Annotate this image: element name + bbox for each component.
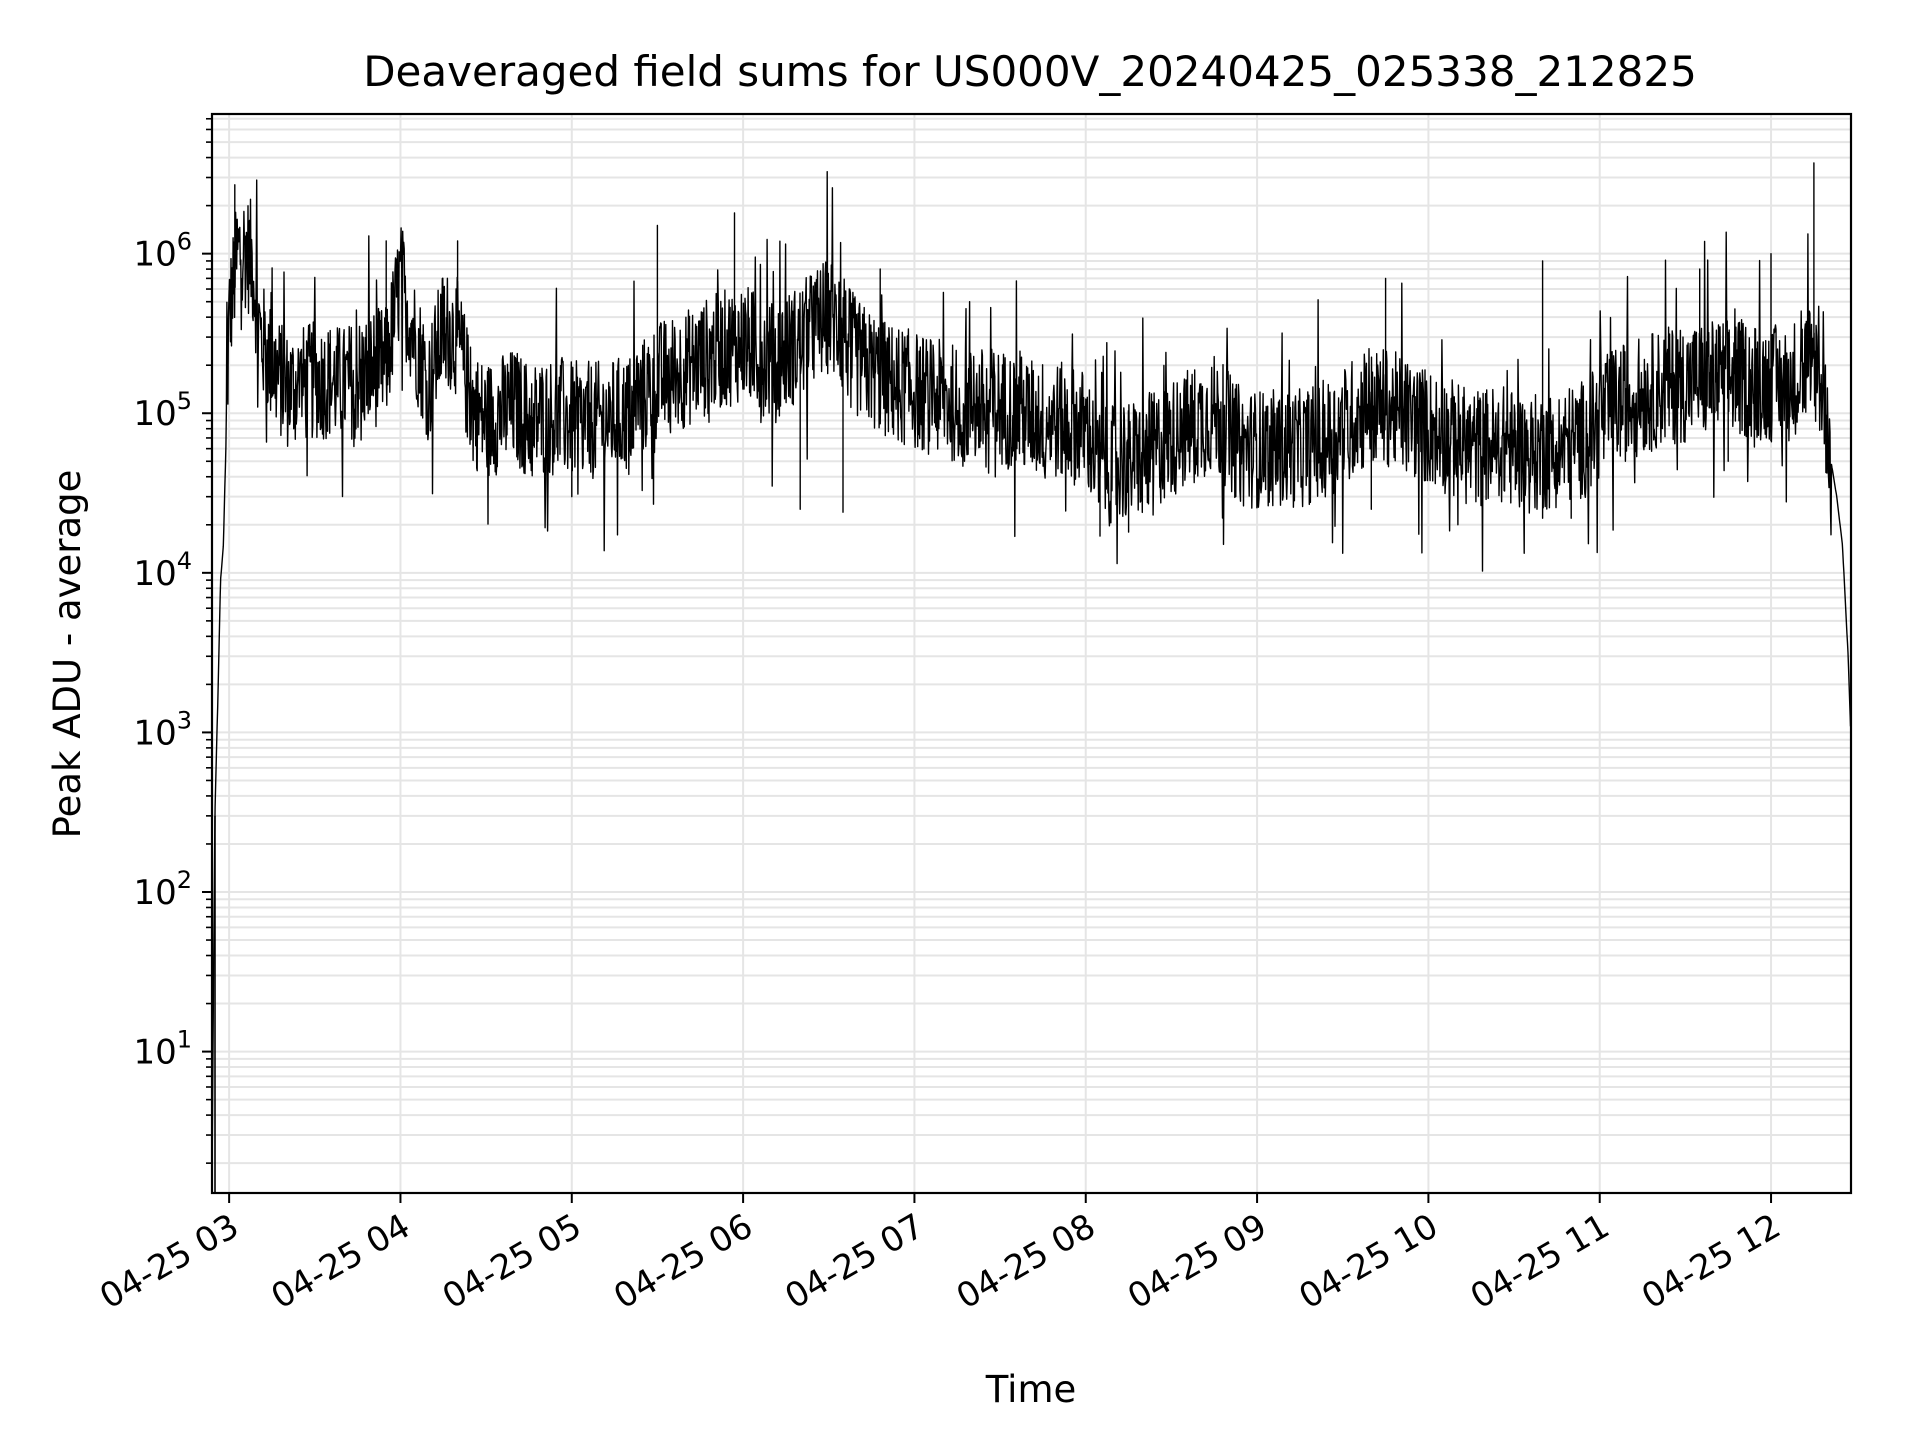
y-tick-label: 106 — [133, 228, 192, 275]
series-line — [211, 162, 1852, 1184]
chart-title: Deaveraged field sums for US000V_2024042… — [363, 47, 1697, 96]
y-tick-label: 101 — [133, 1026, 192, 1073]
plot-frame — [210, 112, 1853, 1195]
y-tick-label: 105 — [133, 387, 192, 434]
y-tick-label: 103 — [133, 706, 192, 753]
series-layer — [211, 162, 1852, 1193]
x-axis-label: Time — [985, 1368, 1077, 1411]
y-tick-label: 104 — [133, 547, 192, 594]
y-axis-label: Peak ADU - average — [46, 470, 89, 839]
y-tick-label: 102 — [133, 866, 192, 913]
y-axis-ticks: 101 102 103 104 105 106 — [133, 117, 212, 1164]
